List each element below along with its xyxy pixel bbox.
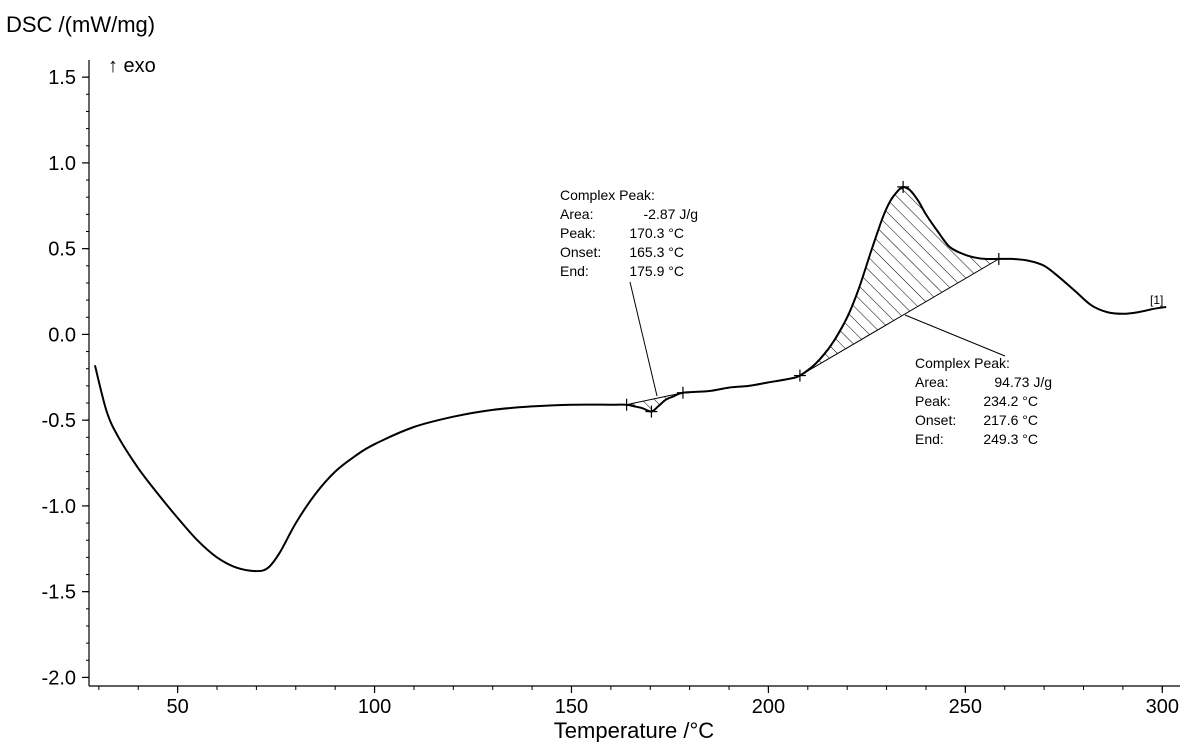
annotation-1-onset-value: 165.3 °C: [629, 244, 684, 260]
y-tick-label: -2.0: [42, 667, 76, 689]
annotation-2-end-key: End:: [915, 431, 944, 447]
annotation-1-leader: [629, 281, 658, 397]
y-ticks: 1.5 1.0 0.5 0.0 -0.5 -1.0 -1.5 -2.0: [42, 67, 89, 689]
annotation-2-area-value: 94.73 J/g: [994, 374, 1052, 390]
x-axis-title: Temperature /°C: [554, 718, 715, 742]
peak-annotation-2: Complex Peak: Area: 94.73 J/g Peak: 234.…: [904, 314, 1052, 447]
y-tick-label: 0.5: [48, 239, 76, 261]
annotation-2-onset-key: Onset:: [915, 412, 956, 428]
annotation-1-peak-key: Peak:: [560, 225, 596, 241]
annotation-2-title: Complex Peak:: [915, 355, 1010, 371]
annotation-2-peak-value: 234.2 °C: [983, 393, 1038, 409]
y-tick-label: 1.0: [48, 153, 76, 175]
x-tick-label: 300: [1146, 696, 1179, 718]
annotation-1-onset-key: Onset:: [560, 244, 601, 260]
x-tick-label: 150: [555, 696, 588, 718]
annotation-1-end-value: 175.9 °C: [629, 263, 684, 279]
annotation-2-area-key: Area:: [915, 374, 948, 390]
y-axis-title: DSC /(mW/mg): [6, 12, 155, 37]
y-tick-label: -0.5: [42, 410, 76, 432]
x-tick-label: 250: [949, 696, 982, 718]
annotation-1-end-key: End:: [560, 263, 589, 279]
exo-direction-label: ↑ exo: [108, 55, 156, 77]
annotation-2-peak-key: Peak:: [915, 393, 951, 409]
annotation-1-title: Complex Peak:: [560, 187, 655, 203]
x-tick-label: 200: [752, 696, 785, 718]
x-tick-label: 100: [358, 696, 391, 718]
y-tick-label: -1.5: [42, 582, 76, 604]
y-tick-label: -1.0: [42, 496, 76, 518]
series-end-label: [1]: [1150, 293, 1163, 307]
annotation-1-area-value: -2.87 J/g: [644, 206, 698, 222]
x-tick-label: 50: [166, 696, 188, 718]
peak-markers: [620, 180, 1005, 418]
annotation-2-onset-value: 217.6 °C: [983, 412, 1038, 428]
annotation-1-area-key: Area:: [560, 206, 593, 222]
annotation-1-peak-value: 170.3 °C: [629, 225, 684, 241]
annotation-2-end-value: 249.3 °C: [983, 431, 1038, 447]
x-ticks: 50 100 150 200 250 300: [98, 686, 1179, 718]
y-tick-label: 1.5: [48, 67, 76, 89]
peak-annotation-1: Complex Peak: Area: -2.87 J/g Peak: 170.…: [560, 187, 698, 397]
y-tick-label: 0.0: [48, 324, 76, 346]
annotation-2-leader: [904, 314, 1006, 357]
